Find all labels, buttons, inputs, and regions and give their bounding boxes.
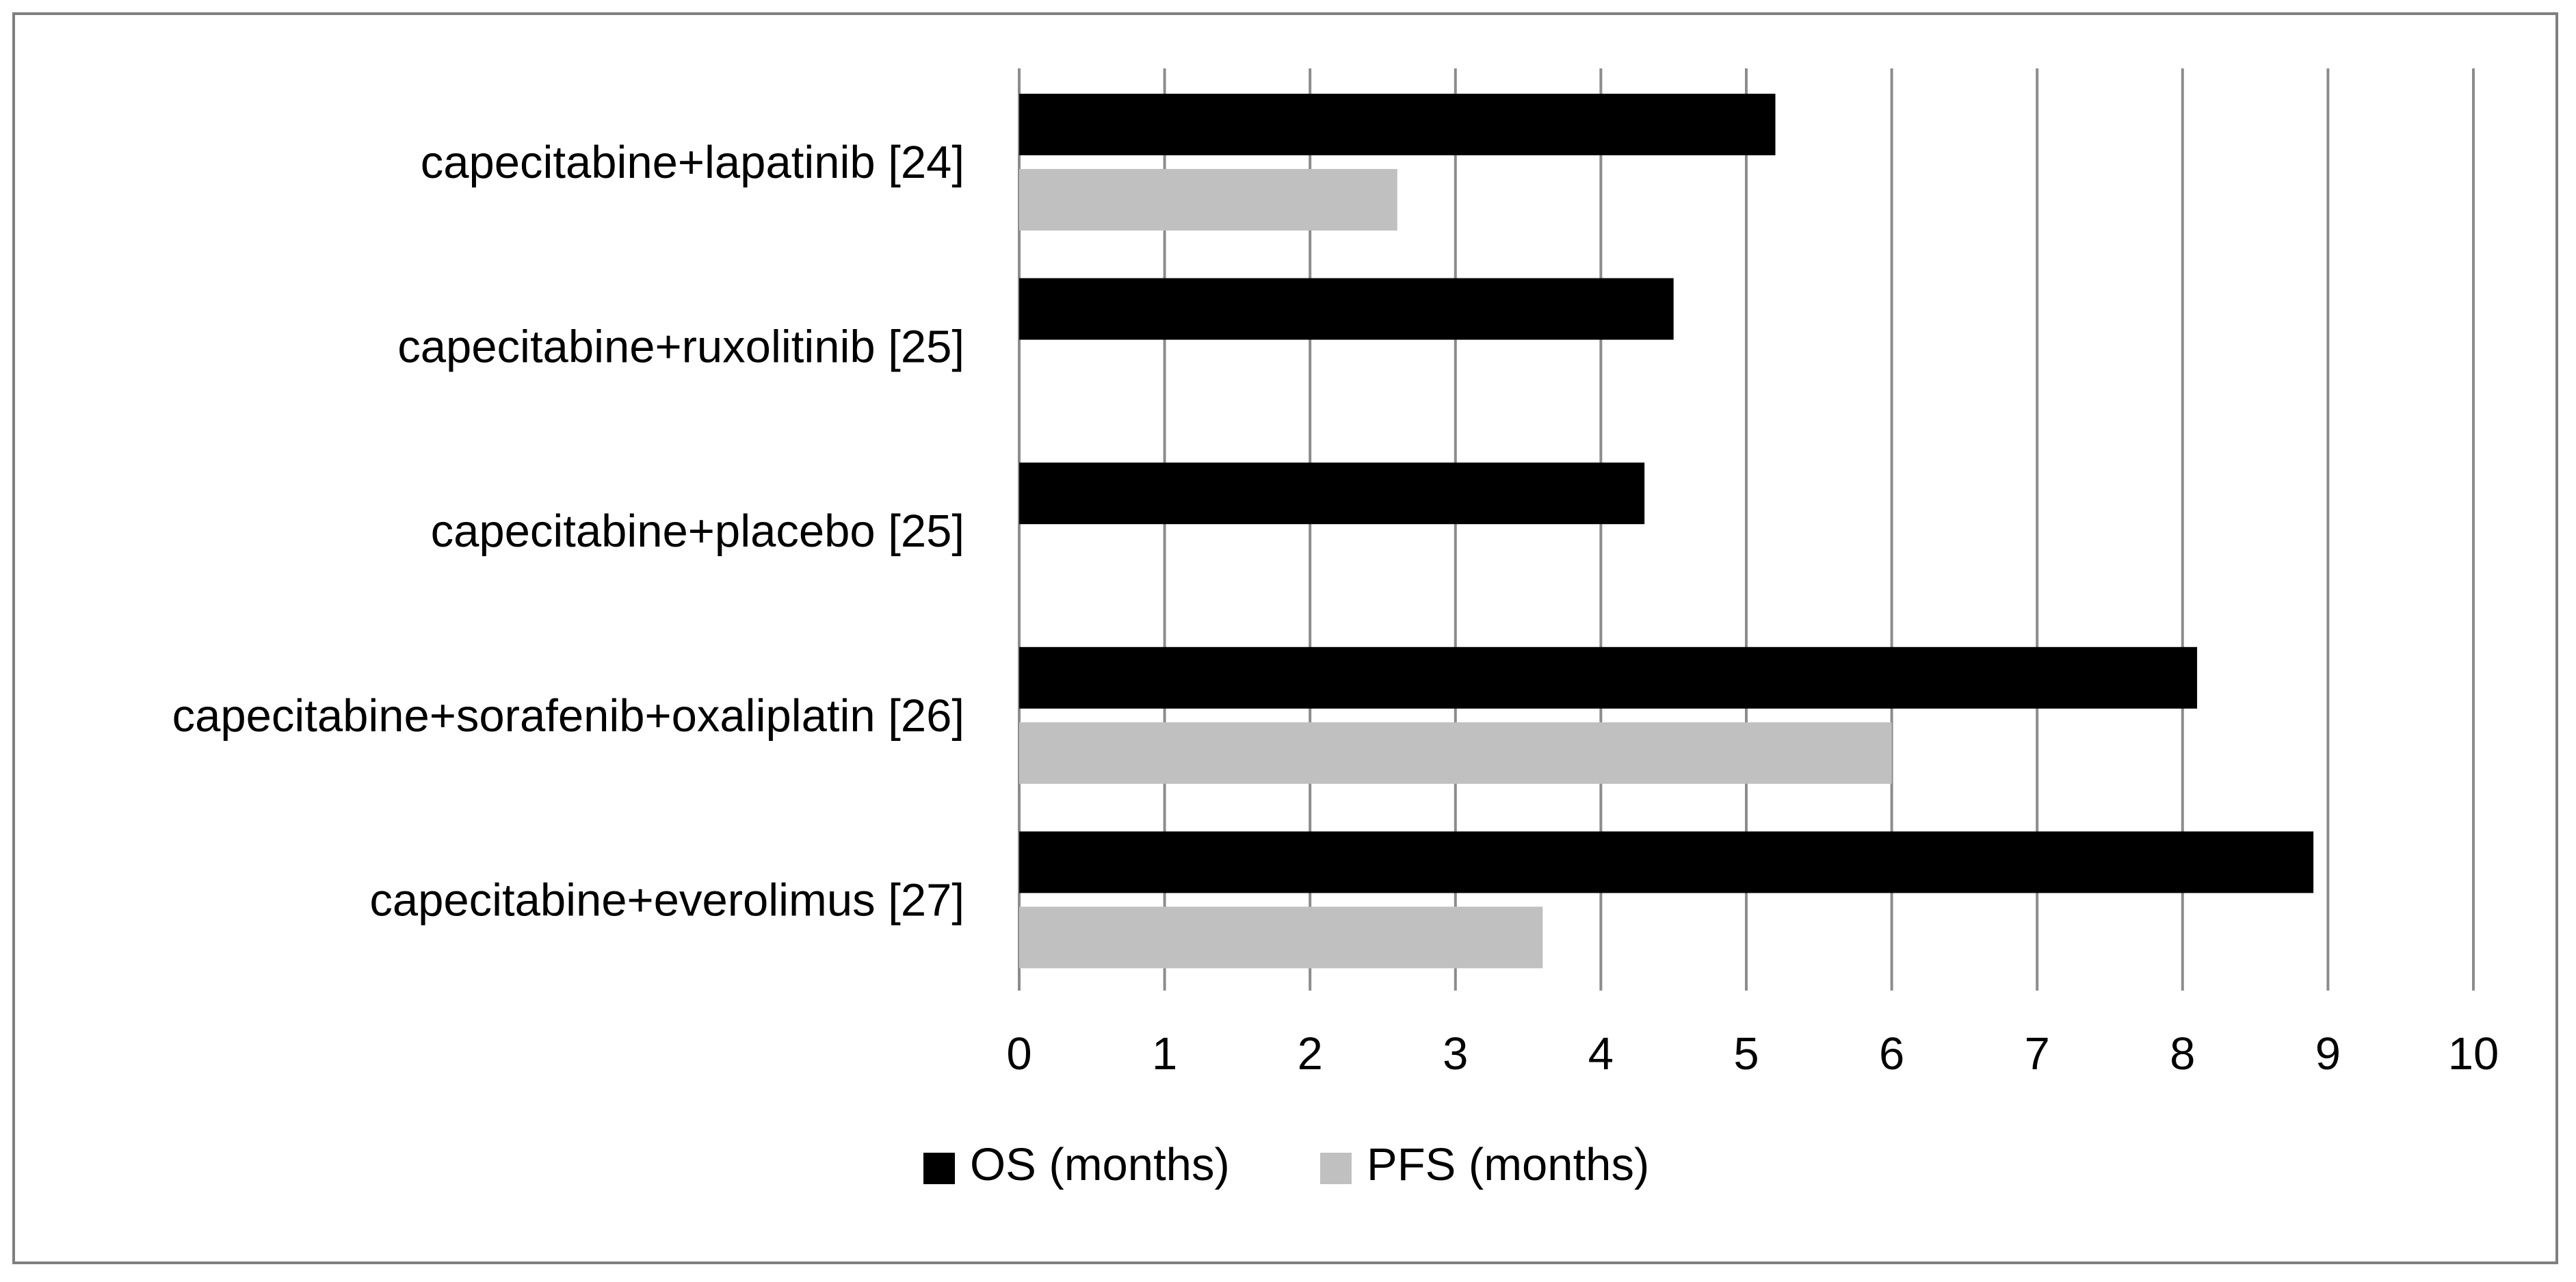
pfs-bar-4 xyxy=(1019,906,1543,969)
os-bar-3 xyxy=(1019,646,2198,709)
legend-item-pfs: PFS (months) xyxy=(1320,1139,1649,1190)
x-tick-label: 1 xyxy=(1152,1028,1177,1080)
x-tick-label: 0 xyxy=(1006,1028,1031,1080)
category-label: capecitabine+sorafenib+oxaliplatin [26] xyxy=(172,690,964,742)
x-axis-tick-labels: 0 1 2 3 4 5 6 7 8 9 10 xyxy=(1006,1028,2499,1080)
x-tick-label: 10 xyxy=(2448,1028,2499,1080)
x-tick-label: 6 xyxy=(1879,1028,1904,1080)
x-tick-label: 3 xyxy=(1443,1028,1468,1080)
bars xyxy=(1019,94,2314,969)
os-bar-1 xyxy=(1019,278,1674,340)
legend-label: OS (months) xyxy=(970,1139,1230,1190)
legend: OS (months) PFS (months) xyxy=(923,1139,1649,1190)
legend-swatch xyxy=(1320,1153,1352,1184)
os-bar-4 xyxy=(1019,831,2314,893)
pfs-bar-3 xyxy=(1019,722,1892,784)
os-bar-0 xyxy=(1019,94,1776,155)
category-label: capecitabine+placebo [25] xyxy=(431,506,964,557)
legend-label: PFS (months) xyxy=(1367,1139,1649,1190)
category-label: capecitabine+everolimus [27] xyxy=(369,874,964,926)
category-label: capecitabine+lapatinib [24] xyxy=(421,137,964,188)
x-tick-label: 2 xyxy=(1298,1028,1323,1080)
legend-item-os: OS (months) xyxy=(923,1139,1230,1190)
x-tick-label: 8 xyxy=(2170,1028,2195,1080)
category-labels: capecitabine+lapatinib [24] capecitabine+… xyxy=(172,137,964,926)
x-tick-label: 9 xyxy=(2315,1028,2341,1080)
pfs-bar-0 xyxy=(1019,169,1397,231)
x-tick-label: 7 xyxy=(2025,1028,2050,1080)
category-label: capecitabine+ruxolitinib [25] xyxy=(397,322,964,373)
os-bar-2 xyxy=(1019,462,1645,525)
x-tick-label: 4 xyxy=(1588,1028,1614,1080)
legend-swatch xyxy=(923,1153,955,1184)
x-tick-label: 5 xyxy=(1733,1028,1759,1080)
